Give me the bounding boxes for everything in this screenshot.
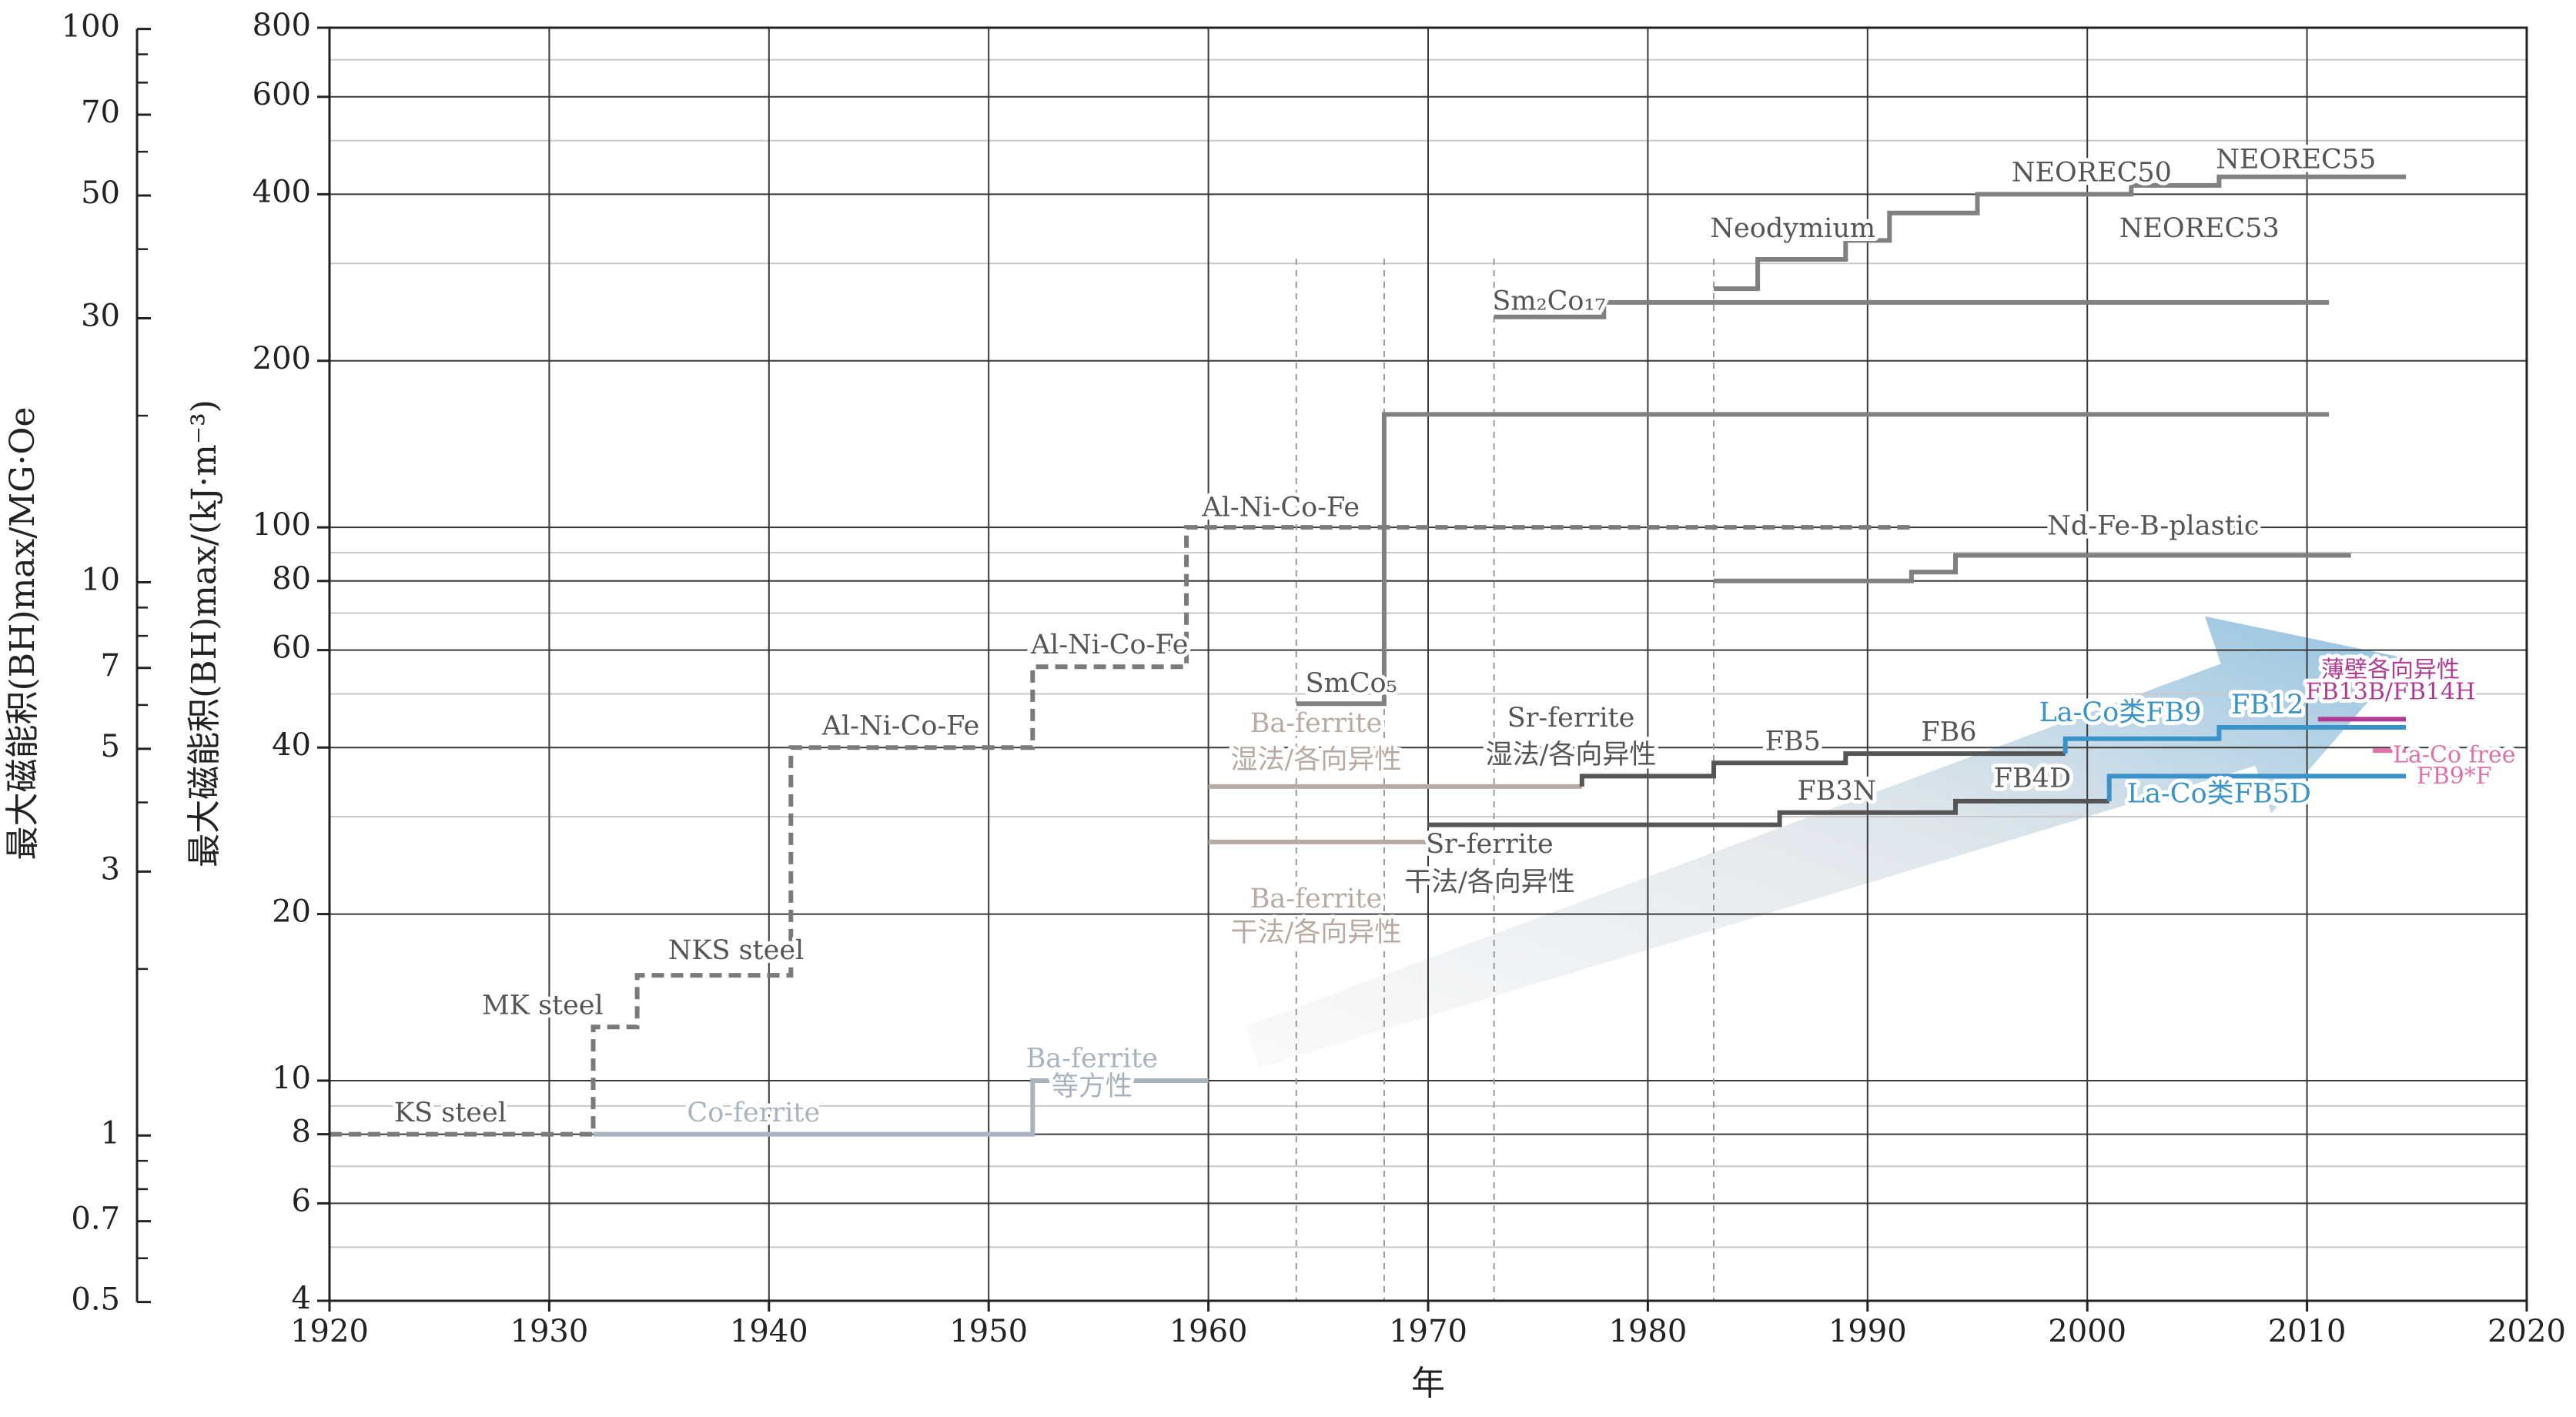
secondary-y-tick-label: 7 <box>101 648 120 683</box>
series-label: 干法/各向异性 <box>1404 867 1575 898</box>
series-label: Al-Ni-Co-Fe <box>821 711 980 742</box>
secondary-y-tick-label: 100 <box>62 9 120 45</box>
trend-arrow <box>1245 616 2407 1068</box>
series-line <box>593 1078 1209 1137</box>
x-tick-label: 2020 <box>2487 1314 2566 1349</box>
secondary-y-tick-label: 0.7 <box>71 1201 120 1237</box>
x-tick-label: 1930 <box>510 1314 589 1349</box>
x-tick-label: 1950 <box>949 1314 1028 1349</box>
y-tick-label: 400 <box>253 174 311 209</box>
series-label: 湿法/各向异性 <box>1486 740 1657 770</box>
secondary-y-tick-label: 30 <box>81 299 120 334</box>
series-label: FB5 <box>1765 727 1821 757</box>
series-label: Al-Ni-Co-Fe <box>1030 630 1189 660</box>
secondary-y-tick-label: 10 <box>81 562 120 597</box>
series-label: Sr-ferrite <box>1426 829 1554 860</box>
series-label: 薄壁各向异性 <box>2321 657 2460 683</box>
series-label: NKS steel <box>668 935 805 966</box>
y-tick-label: 6 <box>292 1183 311 1218</box>
x-axis-title: 年 <box>1411 1364 1445 1403</box>
y-tick-label: 20 <box>272 894 311 930</box>
series-label: Neodymium <box>1710 213 1875 244</box>
x-tick-label: 1990 <box>1828 1314 1907 1349</box>
x-tick-label: 1960 <box>1169 1314 1248 1349</box>
series-label: Al-Ni-Co-Fe <box>1201 493 1360 523</box>
series-label: La-Co free <box>2393 741 2515 768</box>
series-label: Sm₂Co₁₇ <box>1492 286 1605 316</box>
series-label: NEOREC55 <box>2216 144 2376 175</box>
series-label: Co-ferrite <box>687 1098 820 1128</box>
y-axis-title: 最大磁能积(BH)max/(kJ·m⁻³) <box>185 399 224 867</box>
y-tick-label: 600 <box>253 77 311 112</box>
secondary-y-tick-label: 70 <box>81 95 120 130</box>
secondary-y-tick-label: 50 <box>81 175 120 211</box>
series-label: 等方性 <box>1052 1071 1132 1102</box>
x-tick-label: 1920 <box>290 1314 369 1349</box>
y-tick-label: 100 <box>253 507 311 543</box>
series-labels: KS steel MK steel NKS steel Al-Ni-Co-Fe Al-N… <box>390 140 2520 1132</box>
secondary-y-tick-label: 3 <box>101 851 120 887</box>
series-label: FB4D <box>1994 763 2071 794</box>
y-tick-label: 60 <box>272 630 311 666</box>
y-tick-label: 8 <box>292 1115 311 1150</box>
series-label: 干法/各向异性 <box>1231 917 1402 948</box>
x-tick-label: 2010 <box>2268 1314 2347 1349</box>
series-line <box>1428 798 2109 827</box>
series-line <box>1714 553 2351 583</box>
series-label: FB3N <box>1797 776 1876 807</box>
series-line <box>1296 412 2330 707</box>
series-label: Ba-ferrite <box>1250 708 1383 739</box>
series-label: Sr-ferrite <box>1507 703 1635 734</box>
x-tick-label: 2000 <box>2048 1314 2126 1349</box>
series-label: Ba-ferrite <box>1250 884 1383 914</box>
x-tick-label: 1940 <box>730 1314 808 1349</box>
series-label: FB6 <box>1921 717 1976 748</box>
y-tick-label: 80 <box>272 561 311 597</box>
secondary-y-axis-title: 最大磁能积(BH)max/MG·Oe <box>3 407 42 861</box>
series-label: NEOREC53 <box>2119 213 2280 244</box>
trend-arrow-shape <box>1245 616 2407 1068</box>
secondary-y-tick-label: 0.5 <box>71 1282 120 1318</box>
series-line <box>2106 774 2406 801</box>
series-label: La-Co类FB9 <box>2039 697 2201 728</box>
series-line <box>2062 725 2406 754</box>
series-label: 湿法/各向异性 <box>1231 744 1402 775</box>
y-tick-label: 4 <box>292 1281 311 1316</box>
y-tick-label: 40 <box>272 727 311 763</box>
series-label: Ba-ferrite <box>1026 1044 1159 1074</box>
series-label: KS steel <box>394 1098 507 1128</box>
secondary-y-tick-label: 1 <box>101 1115 120 1151</box>
series-label: Nd-Fe-B-plastic <box>2047 511 2259 542</box>
series-label: SmCo₅ <box>1306 668 1397 699</box>
series-label: FB12 <box>2231 690 2304 720</box>
series-line <box>1579 751 2066 787</box>
y-tick-label: 800 <box>253 8 311 43</box>
series-label: MK steel <box>482 990 604 1021</box>
series-line <box>1714 174 2406 292</box>
x-tick-label: 1970 <box>1389 1314 1467 1349</box>
secondary-y-tick-label: 5 <box>101 729 120 764</box>
guide-lines <box>1295 259 1715 1301</box>
y-tick-label: 200 <box>253 341 311 376</box>
series-lines <box>330 174 2406 1137</box>
series-label: La-Co类FB5D <box>2127 779 2311 810</box>
series-label: NEOREC50 <box>2012 158 2172 189</box>
y-tick-label: 10 <box>272 1061 311 1096</box>
series-label: FB13B/FB14H <box>2306 678 2475 705</box>
series-line <box>330 525 1912 1137</box>
axes: 1920 1930 1940 1950 1960 1970 1980 1990 2000 2010… <box>62 8 2566 1349</box>
x-tick-label: 1980 <box>1609 1314 1688 1349</box>
series-line <box>1494 299 2330 319</box>
series-label: FB9*F <box>2417 763 2492 790</box>
